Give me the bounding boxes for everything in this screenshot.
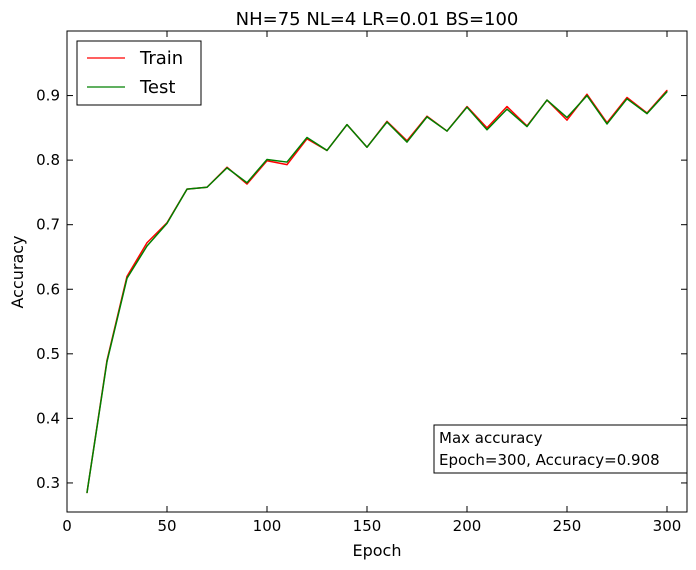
data-point-test <box>426 116 428 118</box>
legend-box <box>76 40 202 106</box>
x-tick-label: 250 <box>553 517 582 535</box>
data-point-test <box>266 158 268 161</box>
data-point-test <box>506 108 508 110</box>
y-tick-label: 0.5 <box>36 345 60 363</box>
series-line-test <box>86 91 668 493</box>
data-point-test <box>466 106 468 108</box>
x-tick-label: 100 <box>253 517 282 535</box>
data-point-test <box>106 360 108 363</box>
data-point-train <box>286 164 288 166</box>
data-point-test <box>446 130 448 132</box>
data-point-test <box>126 277 128 279</box>
data-point-test <box>166 222 168 224</box>
annotation-line-2: Epoch=300, Accuracy=0.908 <box>439 451 660 469</box>
data-point-train <box>246 183 248 185</box>
data-point-test <box>646 113 648 115</box>
data-point-test <box>626 98 628 100</box>
data-point-test <box>666 91 668 93</box>
data-point-test <box>386 121 388 123</box>
data-point-test <box>406 141 408 143</box>
y-tick-label: 0.6 <box>36 280 60 298</box>
data-point-train <box>506 105 508 108</box>
x-axis: 0 50 100 150 200 250 300 <box>62 31 681 535</box>
x-tick-label: 50 <box>157 517 176 535</box>
data-point-train <box>666 89 668 91</box>
data-point-test <box>486 129 488 131</box>
y-tick-label: 0.3 <box>36 474 60 492</box>
annotation-box: Max accuracy Epoch=300, Accuracy=0.908 <box>433 424 688 474</box>
annotation-frame <box>433 424 688 474</box>
data-point-train <box>566 119 568 121</box>
data-point-train <box>486 127 488 129</box>
legend: Train Test <box>76 40 202 106</box>
data-point-test <box>546 99 548 101</box>
data-point-train <box>586 93 588 95</box>
x-tick-label: 150 <box>353 517 382 535</box>
y-axis: 0.3 0.4 0.5 0.6 0.7 0.8 0.9 <box>36 87 687 492</box>
annotation-line-1: Max accuracy <box>439 429 543 447</box>
data-point-test <box>606 123 608 125</box>
y-tick-label: 0.7 <box>36 216 60 234</box>
data-point-train <box>146 242 148 244</box>
data-point-test <box>586 94 588 97</box>
data-point-train <box>626 96 628 99</box>
data-point-test <box>346 124 348 126</box>
data-point-test <box>246 182 248 184</box>
plot-frame <box>66 30 688 513</box>
y-tick-label: 0.8 <box>36 151 60 169</box>
data-point-test <box>286 161 288 163</box>
data-point-test <box>206 186 208 188</box>
data-point-test <box>326 149 328 152</box>
data-point-test <box>146 245 148 247</box>
y-axis-label: Accuracy <box>8 235 27 308</box>
legend-label-test: Test <box>139 77 175 98</box>
data-point-test <box>526 125 528 128</box>
chart-title: NH=75 NL=4 LR=0.01 BS=100 <box>236 9 519 30</box>
data-point-test <box>186 188 188 190</box>
data-point-test <box>226 167 228 169</box>
plot-area <box>86 89 668 494</box>
x-tick-label: 200 <box>453 517 482 535</box>
x-tick-label: 300 <box>653 517 682 535</box>
data-point-test <box>366 146 368 148</box>
y-tick-label: 0.9 <box>36 87 60 105</box>
data-point-test <box>86 492 88 494</box>
data-point-test <box>306 136 308 139</box>
y-tick-label: 0.4 <box>36 409 60 427</box>
data-point-test <box>566 116 568 119</box>
legend-label-train: Train <box>139 48 183 69</box>
x-axis-label: Epoch <box>353 541 402 560</box>
x-tick-label: 0 <box>62 517 72 535</box>
